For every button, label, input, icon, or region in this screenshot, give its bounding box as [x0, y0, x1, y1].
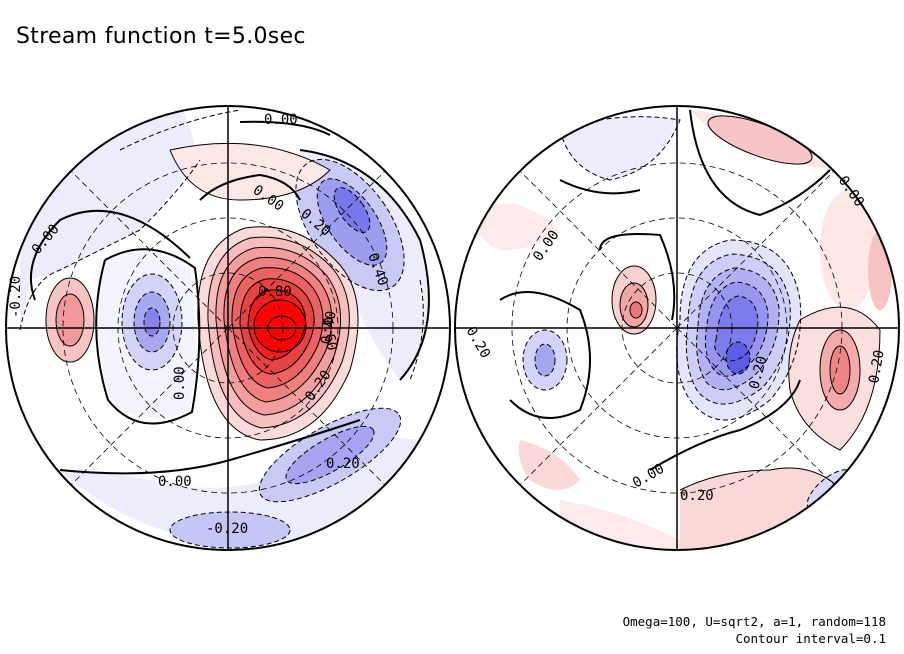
right-contour-labels: 0.00 0.00 0.20 0.20 0.20 0.00 0.20 [463, 173, 888, 504]
contour-label: 0.20 [680, 488, 714, 504]
contour-label: 0.60 [318, 316, 340, 352]
right-axes [454, 105, 900, 551]
plot-title: Stream function t=5.0sec [16, 24, 306, 49]
contour-label: -0.20 [8, 276, 24, 318]
left-pos-region-north [170, 143, 330, 200]
parameters-text: Omega=100, U=sqrt2, a=1, random=118 [622, 614, 886, 629]
left-hemisphere [6, 106, 450, 550]
contour-label: 0.20 [866, 349, 888, 385]
contour-interval-text: Contour interval=0.1 [735, 631, 886, 646]
contour-label: 0.80 [258, 284, 292, 300]
contour-label: 0.00 [158, 474, 192, 490]
contour-label: 0.20 [326, 456, 360, 472]
contour-label: -0.20 [206, 521, 248, 537]
contour-label: 0.40 [318, 310, 340, 346]
left-neg-lobe-s [170, 512, 290, 548]
left-axes [5, 105, 451, 551]
contour-label: 0.00 [172, 366, 188, 400]
contour-label: 0.00 [264, 112, 298, 128]
